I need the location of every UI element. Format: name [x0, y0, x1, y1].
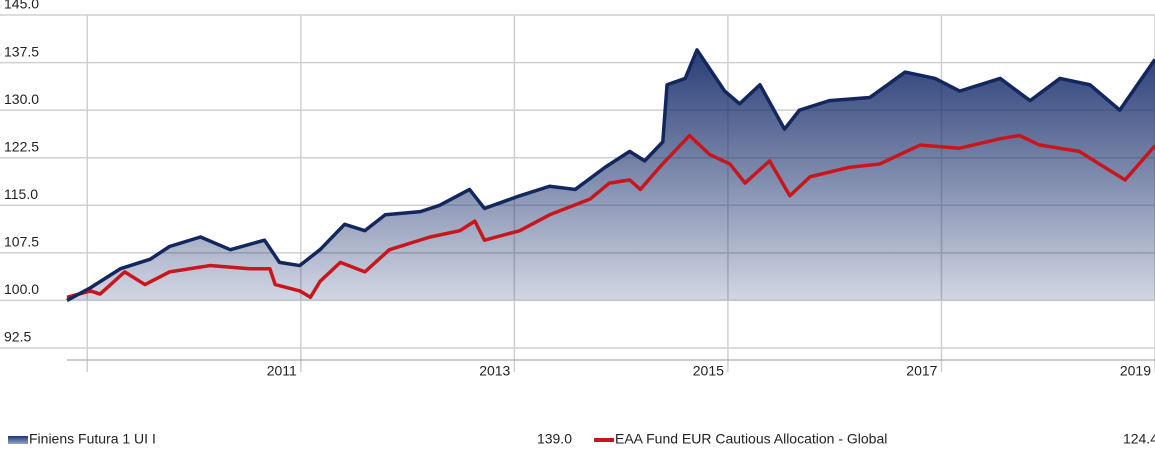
x-tick-label: 2015 — [693, 363, 724, 379]
x-tick-label: 2013 — [479, 363, 510, 379]
series-line — [66, 48, 1155, 302]
legend-label: Finiens Futura 1 UI I — [29, 431, 156, 447]
y-tick-label: 115.0 — [4, 186, 38, 202]
y-tick-label: 137.5 — [4, 43, 39, 59]
x-tick-label: 2017 — [906, 363, 937, 379]
y-tick-label: 122.5 — [4, 138, 39, 154]
y-tick-label: 92.5 — [4, 329, 31, 345]
y-tick-label: 100.0 — [4, 281, 39, 297]
series-line — [66, 133, 1155, 300]
y-tick-label: 145.0 — [4, 0, 39, 12]
x-tick-label: 2019 — [1120, 363, 1151, 379]
area — [67, 49, 1155, 301]
legend-swatch — [594, 438, 614, 442]
y-tick-label: 107.5 — [4, 234, 39, 250]
legend-label: EAA Fund EUR Cautious Allocation - Globa… — [615, 431, 887, 447]
legend-value: 124.4 — [1123, 431, 1155, 447]
x-tick-label: 2011 — [267, 363, 297, 379]
legend-swatch — [8, 436, 28, 444]
y-tick-label: 130.0 — [4, 91, 39, 107]
legend-value: 139.0 — [537, 431, 572, 447]
